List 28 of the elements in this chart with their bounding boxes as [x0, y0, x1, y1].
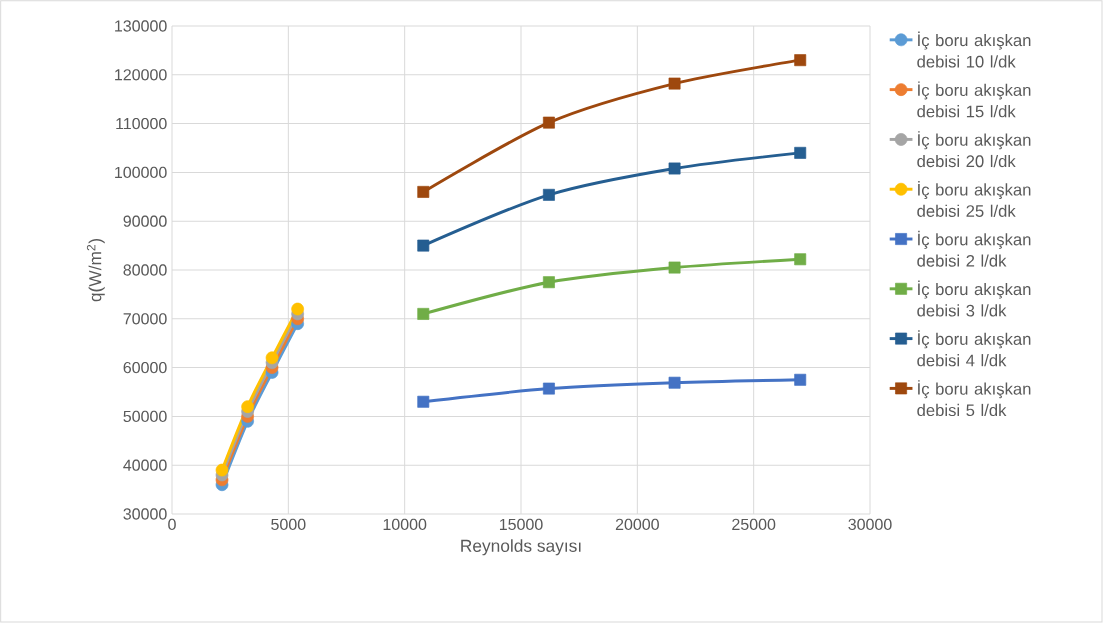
y-tick-label: 130000	[115, 20, 167, 32]
y-tick-label: 70000	[123, 313, 167, 325]
y-tick-label: 30000	[123, 508, 167, 520]
x-tick-label: 0	[168, 518, 176, 531]
y-tick-label: 80000	[123, 264, 167, 276]
legend-label: İç boru akışkan debisi 20 l/dk	[917, 131, 1031, 168]
y-tick-label: 90000	[123, 215, 167, 227]
x-tick-label: 30000	[848, 518, 892, 531]
y-axis-title: q(W/m$^{2}$)	[86, 238, 105, 302]
x-tick-label: 15000	[499, 518, 543, 531]
x-tick-label: 10000	[383, 518, 427, 531]
x-tick-label: 20000	[615, 518, 659, 531]
x-tick-label: 25000	[732, 518, 776, 531]
y-tick-label: 110000	[116, 117, 167, 130]
legend-label: İç boru akışkan debisi 10 l/dk	[917, 31, 1031, 68]
legend-label: İç boru akışkan debisi 3 l/dk	[917, 280, 1031, 317]
legend-label: İç boru akışkan debisi 5 l/dk	[917, 380, 1031, 417]
legend-label: İç boru akışkan debisi 2 l/dk	[917, 230, 1031, 267]
y-tick-label: 40000	[123, 459, 167, 471]
y-tick-label: 120000	[115, 69, 167, 81]
legend-label: İç boru akışkan debisi 25 l/dk	[917, 180, 1031, 217]
x-tick-label: 5000	[271, 518, 306, 531]
legend-label: İç boru akışkan debisi 15 l/dk	[917, 81, 1031, 118]
y-tick-label: 60000	[123, 361, 167, 374]
y-tick-label: 50000	[123, 410, 167, 423]
x-axis-title: Reynolds sayısı	[461, 539, 581, 556]
y-tick-label: 100000	[115, 166, 167, 179]
legend-label: İç boru akışkan debisi 4 l/dk	[917, 330, 1031, 367]
